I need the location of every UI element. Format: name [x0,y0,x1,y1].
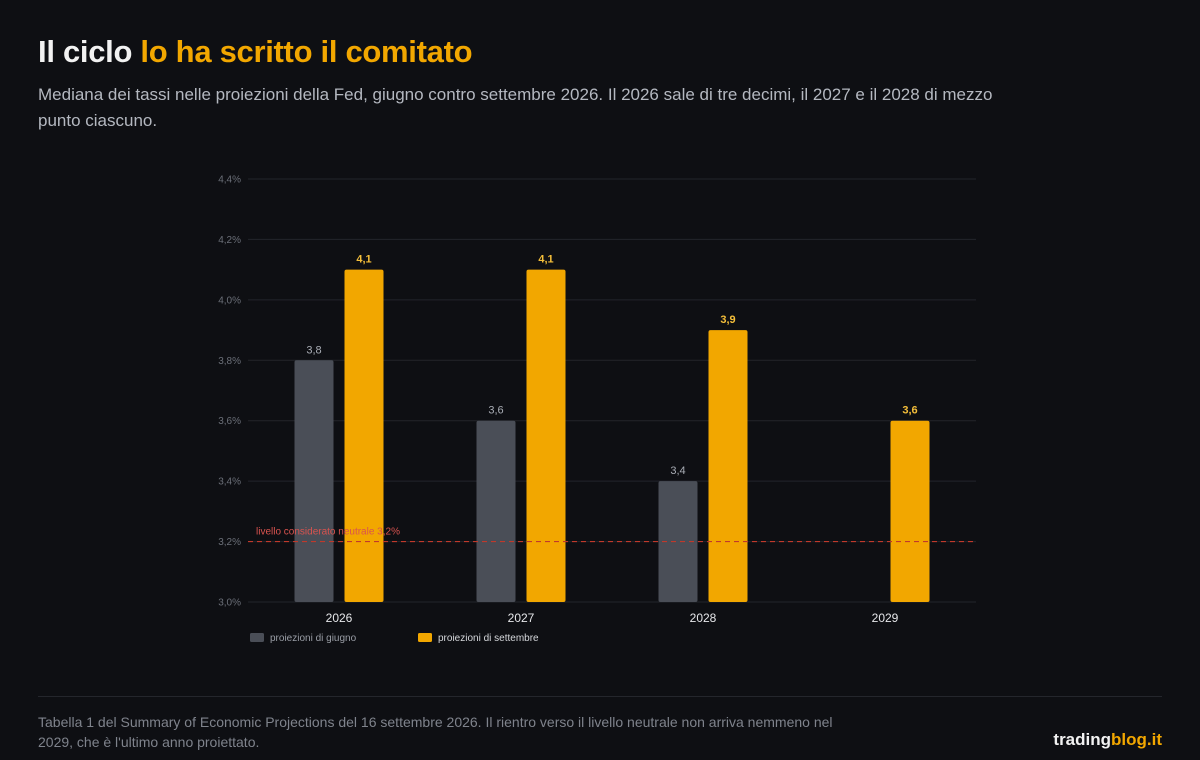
bar-june [476,420,516,602]
bar-chart: 3,0% 3,2% 3,4% 3,6% 3,8% 4,0% 4,2% 4,4% 3,8 4,1 20… [218,175,976,644]
data-label: 3,4 [670,465,685,477]
legend-label: proiezioni di settembre [438,633,539,644]
x-tick-label: 2029 [872,611,899,625]
reference-line-label: livello considerato neutrale 3,2% [256,527,400,538]
legend-swatch [418,633,432,642]
page-title: Il ciclo lo ha scritto il comitato [38,34,473,70]
data-label: 3,9 [720,314,735,326]
data-label: 4,1 [356,254,371,266]
page-subtitle: Mediana dei tassi nelle proiezioni della… [38,85,993,130]
bar-september [344,269,384,602]
x-tick-label: 2026 [326,611,353,625]
data-label: 3,6 [488,405,503,417]
x-tick-label: 2028 [690,611,717,625]
y-tick-label: 3,2% [218,537,241,548]
y-tick-label: 4,2% [218,235,241,246]
bar-september [708,330,748,602]
data-label: 3,6 [902,405,917,417]
title-part2-accent: lo ha scritto il comitato [140,34,473,69]
y-tick-label: 3,4% [218,477,241,488]
y-tick-label: 4,4% [218,175,241,186]
y-tick-label: 3,8% [218,356,241,367]
y-tick-label: 4,0% [218,295,241,306]
bar-june [658,481,698,602]
brand-logo[interactable]: tradingblog.it [1053,730,1162,750]
x-tick-label: 2027 [508,611,535,625]
brand-part1: trading [1053,730,1112,749]
bar-september [526,269,566,602]
footnote: Tabella 1 del Summary of Economic Projec… [38,714,833,750]
y-tick-label: 3,6% [218,416,241,427]
footer-divider [38,696,1162,697]
y-tick-label: 3,0% [218,598,241,609]
legend-swatch [250,633,264,642]
brand-part2: blog.it [1111,730,1162,749]
bar-june [294,360,334,602]
legend-label: proiezioni di giugno [270,633,357,644]
title-part1: Il ciclo [38,34,133,69]
data-label: 4,1 [538,254,553,266]
bar-september [890,420,930,602]
data-label: 3,8 [306,344,321,356]
